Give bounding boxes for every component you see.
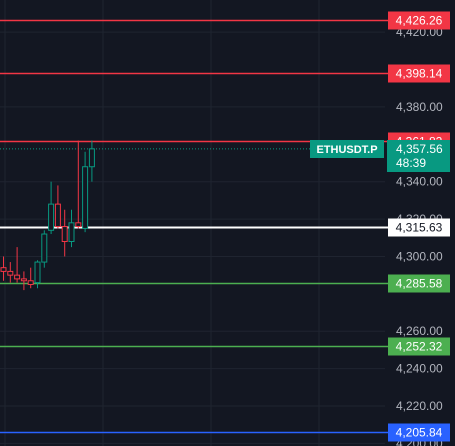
- candle[interactable]: [68, 209, 75, 248]
- candle-body: [68, 222, 75, 243]
- level-label-box: [388, 64, 450, 83]
- vertical-grid: [4, 0, 320, 446]
- level-label: 4,398.14: [396, 67, 443, 81]
- candle-body: [7, 270, 14, 276]
- current-price-label: 4,357.56: [396, 142, 443, 156]
- level-label: 4,426.26: [396, 14, 443, 28]
- level-label: 4,315.63: [396, 221, 443, 235]
- candle-body: [34, 261, 41, 284]
- candle[interactable]: [7, 262, 14, 283]
- horizontal-grid: [0, 31, 385, 444]
- price-tick-label: 4,240.00: [396, 362, 443, 376]
- candle-body: [48, 203, 55, 231]
- current-price-tag: ETHUSDT.P 4,357.56 48:39: [310, 140, 450, 172]
- price-tick-label: 4,340.00: [396, 175, 443, 189]
- candle[interactable]: [27, 267, 34, 289]
- current-price-box: [387, 140, 450, 172]
- candle[interactable]: [20, 271, 27, 291]
- candle-body: [41, 233, 48, 263]
- level-label: 4,285.58: [396, 277, 443, 291]
- candles[interactable]: [0, 140, 95, 291]
- level-label-box: [388, 218, 450, 237]
- candle-body: [82, 166, 89, 229]
- countdown-label: 48:39: [396, 156, 426, 170]
- price-tick-label: 4,300.00: [396, 249, 443, 263]
- candle[interactable]: [54, 185, 61, 229]
- level-label: 4,252.32: [396, 340, 443, 354]
- price-tick-label: 4,260.00: [396, 324, 443, 338]
- candle[interactable]: [48, 181, 55, 235]
- level-label-box: [388, 274, 450, 293]
- candle-body: [54, 203, 61, 228]
- candle[interactable]: [41, 230, 48, 268]
- candle-body: [75, 222, 82, 228]
- candle-body: [0, 267, 7, 272]
- candle-body: [14, 274, 21, 280]
- candle[interactable]: [75, 140, 82, 229]
- level-label-box: [388, 11, 450, 30]
- candle-body: [61, 226, 68, 243]
- price-tick-label: 4,220.00: [396, 399, 443, 413]
- price-tick-label: 4,380.00: [396, 100, 443, 114]
- candle[interactable]: [61, 209, 68, 257]
- candle[interactable]: [14, 247, 21, 283]
- candle[interactable]: [88, 140, 95, 182]
- candle-body: [27, 280, 34, 285]
- candle[interactable]: [82, 151, 89, 233]
- level-label-box: [388, 423, 450, 442]
- candle-body: [88, 148, 95, 168]
- level-labels: 4,426.264,398.144,361.824,315.634,285.58…: [388, 11, 450, 442]
- level-label: 4,205.84: [396, 426, 443, 440]
- candle-body: [20, 278, 27, 282]
- candle[interactable]: [34, 260, 41, 289]
- symbol-label-box: [310, 140, 384, 158]
- candle[interactable]: [0, 256, 7, 281]
- symbol-label: ETHUSDT.P: [316, 144, 377, 156]
- level-label-box: [388, 337, 450, 356]
